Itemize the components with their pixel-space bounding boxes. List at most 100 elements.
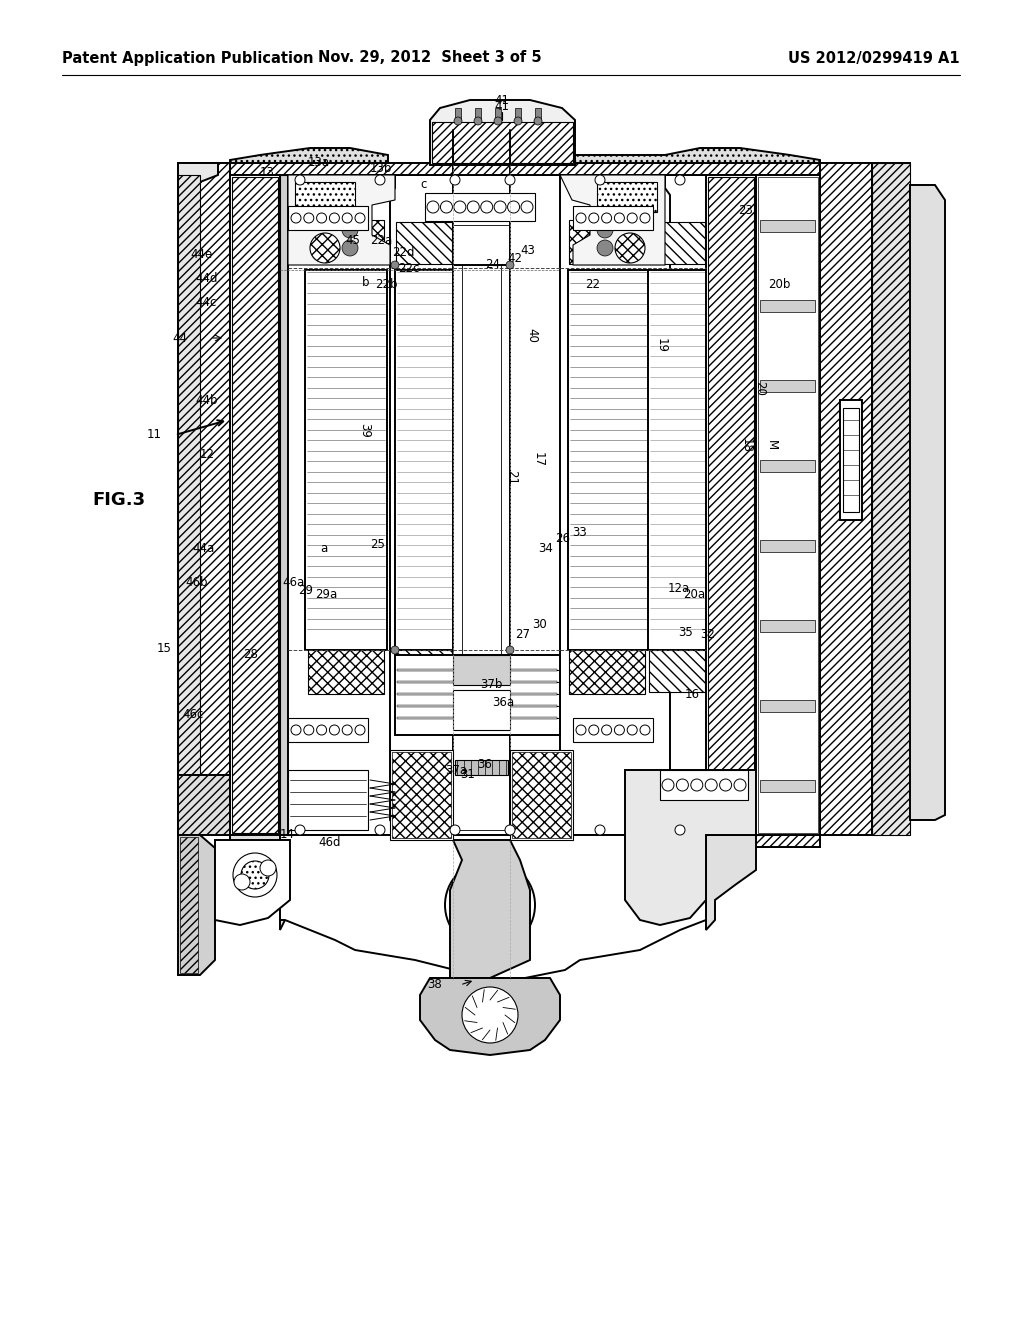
Bar xyxy=(760,540,815,552)
Text: 30: 30 xyxy=(532,619,547,631)
Circle shape xyxy=(241,861,269,888)
Circle shape xyxy=(597,222,613,238)
Bar xyxy=(453,271,510,649)
Circle shape xyxy=(521,201,534,213)
Bar xyxy=(648,271,708,649)
Polygon shape xyxy=(178,162,218,836)
Text: 46a: 46a xyxy=(282,577,304,590)
Bar xyxy=(535,108,541,121)
Polygon shape xyxy=(215,840,290,925)
Text: 44c: 44c xyxy=(195,296,216,309)
Bar xyxy=(843,408,859,512)
Circle shape xyxy=(467,201,479,213)
Polygon shape xyxy=(178,162,230,836)
Circle shape xyxy=(597,240,613,256)
Bar xyxy=(569,220,645,264)
Circle shape xyxy=(450,176,460,185)
Bar xyxy=(760,620,815,632)
Bar xyxy=(760,459,815,473)
Circle shape xyxy=(355,725,365,735)
Bar xyxy=(495,108,501,121)
Polygon shape xyxy=(625,770,756,925)
Circle shape xyxy=(675,825,685,836)
Bar xyxy=(308,649,384,694)
Bar xyxy=(453,655,510,685)
Bar xyxy=(649,649,705,692)
Circle shape xyxy=(427,201,439,213)
Circle shape xyxy=(454,201,466,213)
Circle shape xyxy=(614,725,625,735)
Bar xyxy=(453,690,510,730)
Circle shape xyxy=(342,725,352,735)
Bar xyxy=(708,177,754,833)
Circle shape xyxy=(505,176,515,185)
Text: 46d: 46d xyxy=(318,836,341,849)
Polygon shape xyxy=(178,775,230,836)
Text: a: a xyxy=(319,541,328,554)
Bar xyxy=(178,176,200,820)
Text: 21: 21 xyxy=(505,470,518,486)
Bar xyxy=(397,693,557,696)
Text: 36a: 36a xyxy=(492,697,514,710)
Text: 41: 41 xyxy=(495,94,510,107)
Text: Nov. 29, 2012  Sheet 3 of 5: Nov. 29, 2012 Sheet 3 of 5 xyxy=(318,50,542,66)
Bar xyxy=(569,649,645,694)
Bar xyxy=(396,649,452,692)
Bar xyxy=(760,220,815,232)
Text: 22a: 22a xyxy=(370,234,392,247)
Polygon shape xyxy=(230,836,820,847)
Bar xyxy=(425,193,535,220)
Text: 41: 41 xyxy=(495,100,510,114)
Circle shape xyxy=(497,894,519,916)
Text: 46b: 46b xyxy=(185,577,208,590)
Polygon shape xyxy=(280,836,706,978)
Text: 13b: 13b xyxy=(370,161,392,174)
Bar xyxy=(392,752,451,838)
Polygon shape xyxy=(560,176,665,265)
Text: 19: 19 xyxy=(655,338,668,352)
Circle shape xyxy=(627,725,637,735)
Circle shape xyxy=(602,725,611,735)
Text: 22d: 22d xyxy=(392,246,415,259)
Bar xyxy=(288,718,368,742)
Text: 39: 39 xyxy=(358,422,371,437)
Circle shape xyxy=(640,725,650,735)
Circle shape xyxy=(575,725,586,735)
Circle shape xyxy=(470,878,492,900)
Text: 29a: 29a xyxy=(315,589,337,602)
Circle shape xyxy=(304,213,313,223)
Polygon shape xyxy=(570,148,820,162)
Circle shape xyxy=(508,201,519,213)
Text: 40: 40 xyxy=(525,327,538,342)
Circle shape xyxy=(391,645,399,653)
Circle shape xyxy=(675,176,685,185)
Text: 13: 13 xyxy=(260,165,274,178)
Circle shape xyxy=(614,213,625,223)
Circle shape xyxy=(470,909,492,932)
Bar xyxy=(568,271,650,649)
Text: 36: 36 xyxy=(477,759,492,771)
Text: 44e: 44e xyxy=(190,248,212,261)
Circle shape xyxy=(677,779,688,791)
Circle shape xyxy=(295,176,305,185)
Circle shape xyxy=(495,201,506,213)
Text: 33: 33 xyxy=(572,525,587,539)
Circle shape xyxy=(575,213,586,223)
Polygon shape xyxy=(178,836,215,975)
Polygon shape xyxy=(756,176,820,836)
Text: 28: 28 xyxy=(243,648,258,661)
Circle shape xyxy=(595,825,605,836)
Text: 15: 15 xyxy=(157,642,172,655)
Circle shape xyxy=(662,779,674,791)
Polygon shape xyxy=(288,176,395,265)
Bar xyxy=(308,220,384,264)
Text: 25: 25 xyxy=(370,539,385,552)
Bar xyxy=(455,108,461,121)
Circle shape xyxy=(691,779,702,791)
Bar xyxy=(180,837,198,973)
Polygon shape xyxy=(230,148,388,162)
Text: 34: 34 xyxy=(538,541,553,554)
Circle shape xyxy=(640,213,650,223)
Text: 44a: 44a xyxy=(193,541,214,554)
Polygon shape xyxy=(706,176,756,836)
